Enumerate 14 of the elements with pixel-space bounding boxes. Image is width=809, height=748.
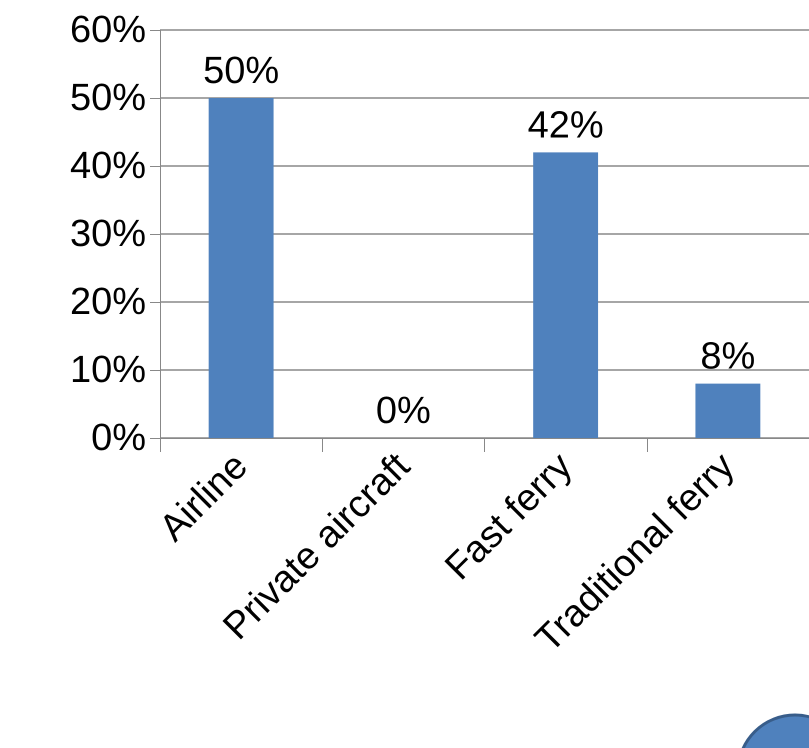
y-tick-label: 20% bbox=[70, 281, 146, 323]
bar bbox=[208, 98, 274, 438]
data-label: 50% bbox=[203, 50, 280, 92]
y-tick-label: 60% bbox=[70, 9, 146, 51]
data-label: 8% bbox=[700, 336, 756, 378]
data-label: 0% bbox=[376, 390, 431, 432]
y-tick-label: 30% bbox=[70, 213, 146, 255]
data-label: 42% bbox=[528, 104, 604, 146]
y-tick-label: 40% bbox=[70, 145, 146, 187]
y-tick-label: 50% bbox=[70, 77, 146, 119]
bar bbox=[533, 152, 598, 438]
bar bbox=[695, 384, 760, 438]
y-tick-label: 0% bbox=[91, 417, 146, 459]
y-tick-label: 10% bbox=[70, 349, 146, 391]
